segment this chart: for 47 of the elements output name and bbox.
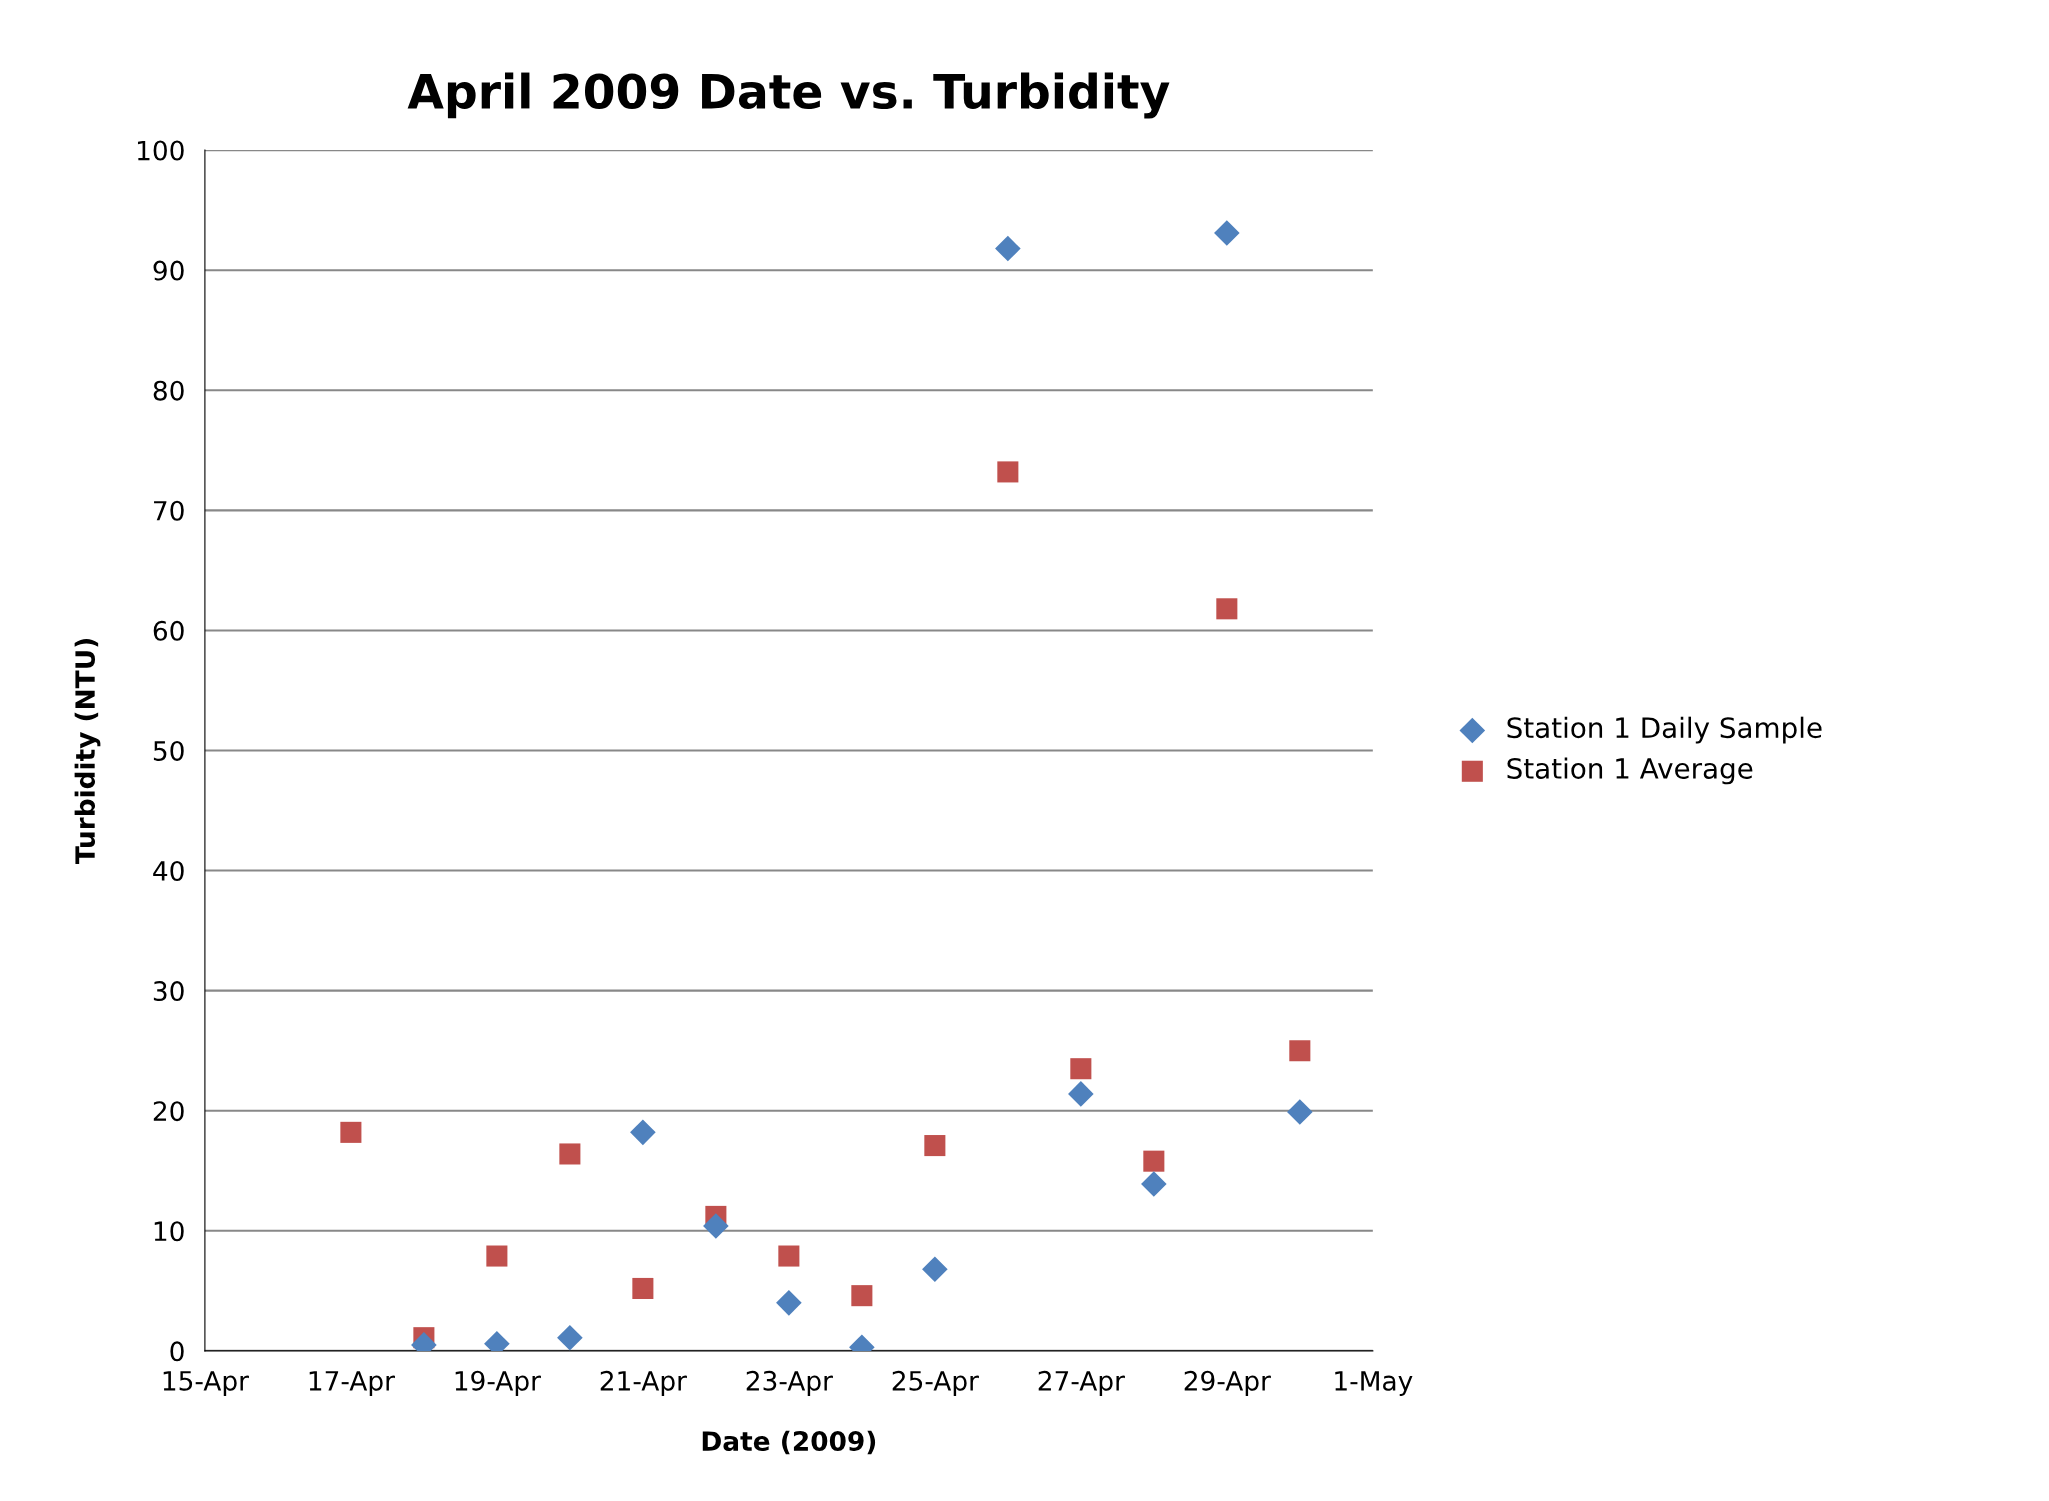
y-tick-label: 60 — [153, 620, 184, 641]
y-tick-label: 100 — [137, 140, 184, 161]
point — [1289, 1040, 1311, 1062]
y-tick-label: 40 — [153, 861, 184, 881]
x-tick-label: 27-Apr — [1038, 1370, 1125, 1396]
point — [1070, 1058, 1092, 1080]
point — [486, 1245, 508, 1267]
point — [557, 1324, 583, 1351]
y-tick-label: 10 — [154, 1221, 184, 1242]
y-axis-title: Turbidity (NTU) — [74, 639, 101, 865]
point — [776, 1290, 802, 1316]
point — [1214, 220, 1240, 246]
x-tick-label: 1-May — [1335, 1371, 1413, 1396]
y-tick-label: 20 — [153, 1101, 184, 1122]
point — [1287, 1099, 1313, 1125]
y-tick-label: 50 — [153, 740, 184, 761]
point — [1068, 1081, 1094, 1107]
y-tick-label: 30 — [153, 981, 184, 1002]
point — [1216, 598, 1238, 620]
point — [995, 235, 1021, 262]
point — [778, 1245, 800, 1267]
point — [559, 1143, 581, 1165]
x-axis-title: Date (2009) — [702, 1430, 876, 1455]
y-tick-label: 90 — [153, 260, 184, 281]
x-tick-label: 19-Apr — [455, 1370, 541, 1396]
point — [851, 1285, 873, 1307]
point — [632, 1277, 654, 1299]
point — [997, 461, 1019, 483]
y-tick-label: 0 — [170, 1341, 184, 1362]
x-tick-label: 23-Apr — [746, 1370, 833, 1396]
x-tick-label: 29-Apr — [1184, 1370, 1271, 1396]
point — [1141, 1171, 1167, 1197]
y-tick-label: 70 — [154, 500, 184, 521]
x-tick-label: 15-Apr — [163, 1371, 249, 1396]
legend-label: Station 1 Average — [1507, 757, 1753, 785]
point — [340, 1121, 362, 1143]
x-tick-label: 21-Apr — [600, 1370, 687, 1396]
x-tick-label: 25-Apr — [892, 1370, 979, 1396]
point — [924, 1135, 946, 1157]
legend-label: Station 1 Daily Sample — [1507, 716, 1822, 744]
point — [1143, 1150, 1165, 1172]
chart-title: April 2009 Date vs. Turbidity — [407, 72, 1170, 119]
point — [630, 1119, 656, 1146]
point — [922, 1256, 948, 1283]
x-tick-label: 17-Apr — [309, 1371, 395, 1396]
y-tick-label: 80 — [153, 380, 184, 401]
point — [703, 1213, 729, 1239]
